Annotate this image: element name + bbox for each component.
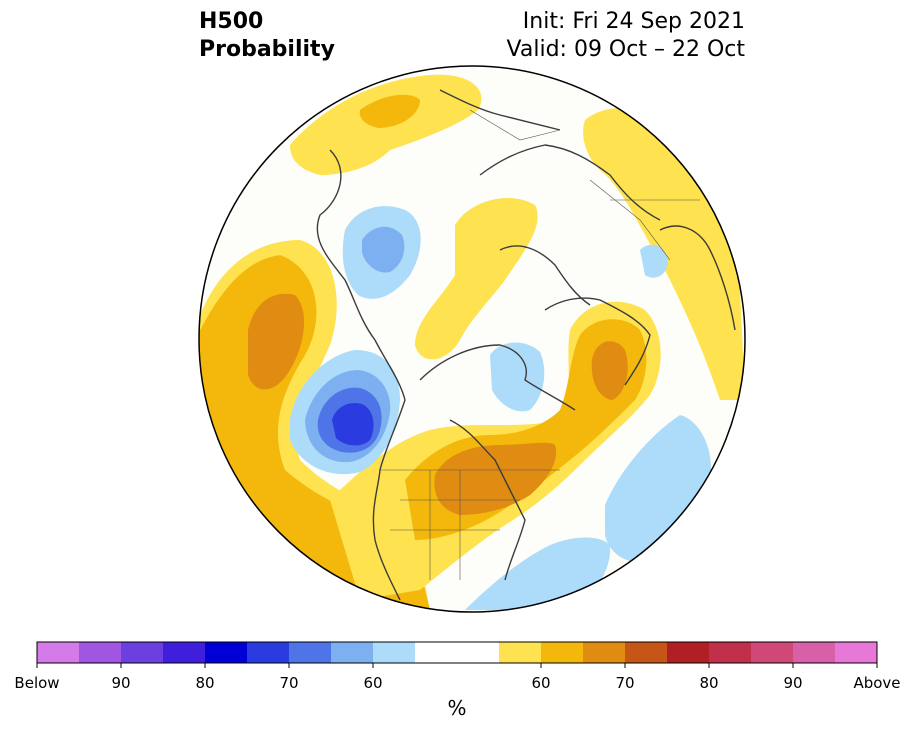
colorbar-swatch bbox=[331, 642, 374, 663]
colorbar-swatch bbox=[835, 642, 878, 663]
colorbar-units: % bbox=[447, 696, 467, 720]
colorbar-swatch bbox=[37, 642, 80, 663]
init-date: Init: Fri 24 Sep 2021 bbox=[522, 9, 745, 34]
colorbar-swatch bbox=[457, 642, 500, 663]
colorbar-tick-label: 70 bbox=[615, 674, 635, 692]
colorbar-swatch bbox=[121, 642, 164, 663]
colorbar-tick-label: 90 bbox=[783, 674, 803, 692]
colorbar-swatch bbox=[499, 642, 542, 663]
colorbar-swatch bbox=[583, 642, 626, 663]
contour-above-70-north-america bbox=[434, 442, 557, 515]
colorbar-tick-label: 60 bbox=[531, 674, 551, 692]
valid-range: Valid: 09 Oct – 22 Oct bbox=[506, 37, 745, 62]
colorbar-ticks bbox=[36, 663, 878, 668]
colorbar-tick-label: Above bbox=[853, 674, 901, 692]
map-title: H500 Probability bbox=[199, 8, 335, 64]
colorbar-swatch bbox=[163, 642, 206, 663]
colorbar-tick-label: Below bbox=[14, 674, 60, 692]
colorbar-tick-label: 80 bbox=[195, 674, 215, 692]
contour-below-65-siberia bbox=[362, 226, 405, 273]
colorbar-swatch bbox=[751, 642, 794, 663]
colorbar-swatch bbox=[625, 642, 668, 663]
variable-label: H500 bbox=[199, 9, 264, 34]
map-boundary bbox=[198, 65, 746, 613]
probability-map bbox=[198, 65, 746, 613]
colorbar-swatch bbox=[709, 642, 752, 663]
contour-below-60-europe bbox=[640, 244, 668, 278]
colorbar-swatch bbox=[373, 642, 416, 663]
forecast-dates: Init: Fri 24 Sep 2021 Valid: 09 Oct – 22… bbox=[507, 8, 745, 64]
coastlines bbox=[316, 89, 736, 601]
contour-above-70-west bbox=[248, 293, 305, 390]
colorbar bbox=[36, 641, 878, 668]
colorbar-swatch bbox=[667, 642, 710, 663]
colorbar-swatch bbox=[289, 642, 332, 663]
colorbar-tick-label: 80 bbox=[699, 674, 719, 692]
borders bbox=[380, 109, 700, 580]
colorbar-swatch bbox=[415, 642, 458, 663]
contour-above-70-greenland bbox=[591, 341, 628, 400]
contour-above-65-northwest bbox=[359, 94, 420, 128]
product-label: Probability bbox=[199, 37, 335, 62]
colorbar-swatch bbox=[541, 642, 584, 663]
colorbar-tick-label: 70 bbox=[279, 674, 299, 692]
colorbar-swatch bbox=[205, 642, 248, 663]
contour-below-60-canada bbox=[490, 342, 545, 412]
colorbar-tick-label: 90 bbox=[111, 674, 131, 692]
colorbar-swatch bbox=[247, 642, 290, 663]
colorbar-tick-label: 60 bbox=[363, 674, 383, 692]
colorbar-swatches bbox=[37, 642, 878, 663]
contour-above-60-arctic bbox=[415, 197, 538, 360]
colorbar-frame bbox=[36, 641, 878, 664]
contour-below-75-pacific bbox=[332, 402, 374, 446]
colorbar-swatch bbox=[79, 642, 122, 663]
colorbar-swatch bbox=[793, 642, 836, 663]
